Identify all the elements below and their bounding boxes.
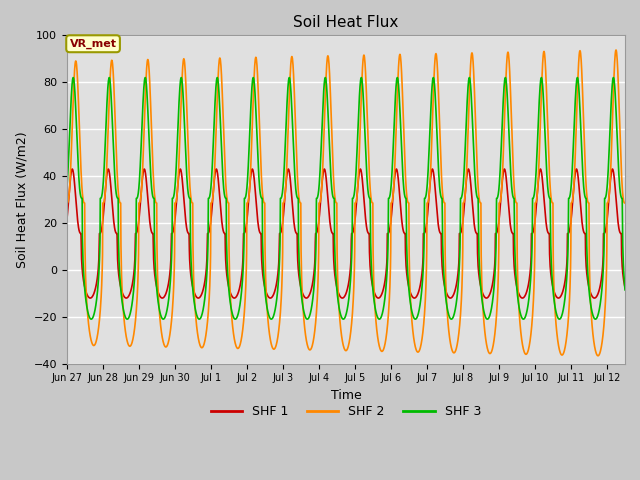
SHF 2 [502, 67, 510, 72]
SHF 3 [92, 304, 99, 310]
SHF 3 [591, 316, 599, 322]
SHF 2 [319, 147, 327, 153]
Line: SHF 3: SHF 3 [67, 78, 625, 319]
Legend: SHF 1, SHF 2, SHF 3: SHF 1, SHF 2, SHF 3 [205, 400, 486, 423]
Line: SHF 1: SHF 1 [67, 169, 625, 298]
SHF 1 [86, 295, 94, 301]
SHF 1 [503, 179, 511, 185]
SHF 2 [605, 195, 612, 201]
SHF 1 [63, 218, 70, 224]
SHF 3 [320, 88, 328, 94]
SHF 1 [609, 166, 616, 172]
SHF 2 [621, 200, 629, 206]
SHF 3 [335, 301, 342, 307]
SHF 2 [612, 47, 620, 53]
SHF 3 [69, 75, 77, 81]
Title: Soil Heat Flux: Soil Heat Flux [293, 15, 399, 30]
SHF 2 [92, 341, 99, 347]
SHF 3 [63, 186, 70, 192]
SHF 3 [605, 143, 613, 148]
Text: VR_met: VR_met [70, 38, 116, 49]
SHF 1 [621, 285, 629, 290]
SHF 3 [605, 149, 613, 155]
SHF 2 [334, 290, 342, 296]
SHF 1 [92, 285, 99, 291]
SHF 1 [335, 290, 342, 296]
SHF 3 [503, 83, 511, 88]
SHF 1 [605, 193, 613, 199]
SHF 2 [605, 193, 613, 199]
SHF 1 [320, 168, 328, 173]
Line: SHF 2: SHF 2 [67, 50, 625, 356]
X-axis label: Time: Time [330, 389, 361, 402]
SHF 3 [621, 287, 629, 293]
SHF 2 [594, 353, 602, 359]
Y-axis label: Soil Heat Flux (W/m2): Soil Heat Flux (W/m2) [15, 131, 28, 268]
SHF 1 [605, 197, 612, 203]
SHF 2 [63, 200, 70, 206]
